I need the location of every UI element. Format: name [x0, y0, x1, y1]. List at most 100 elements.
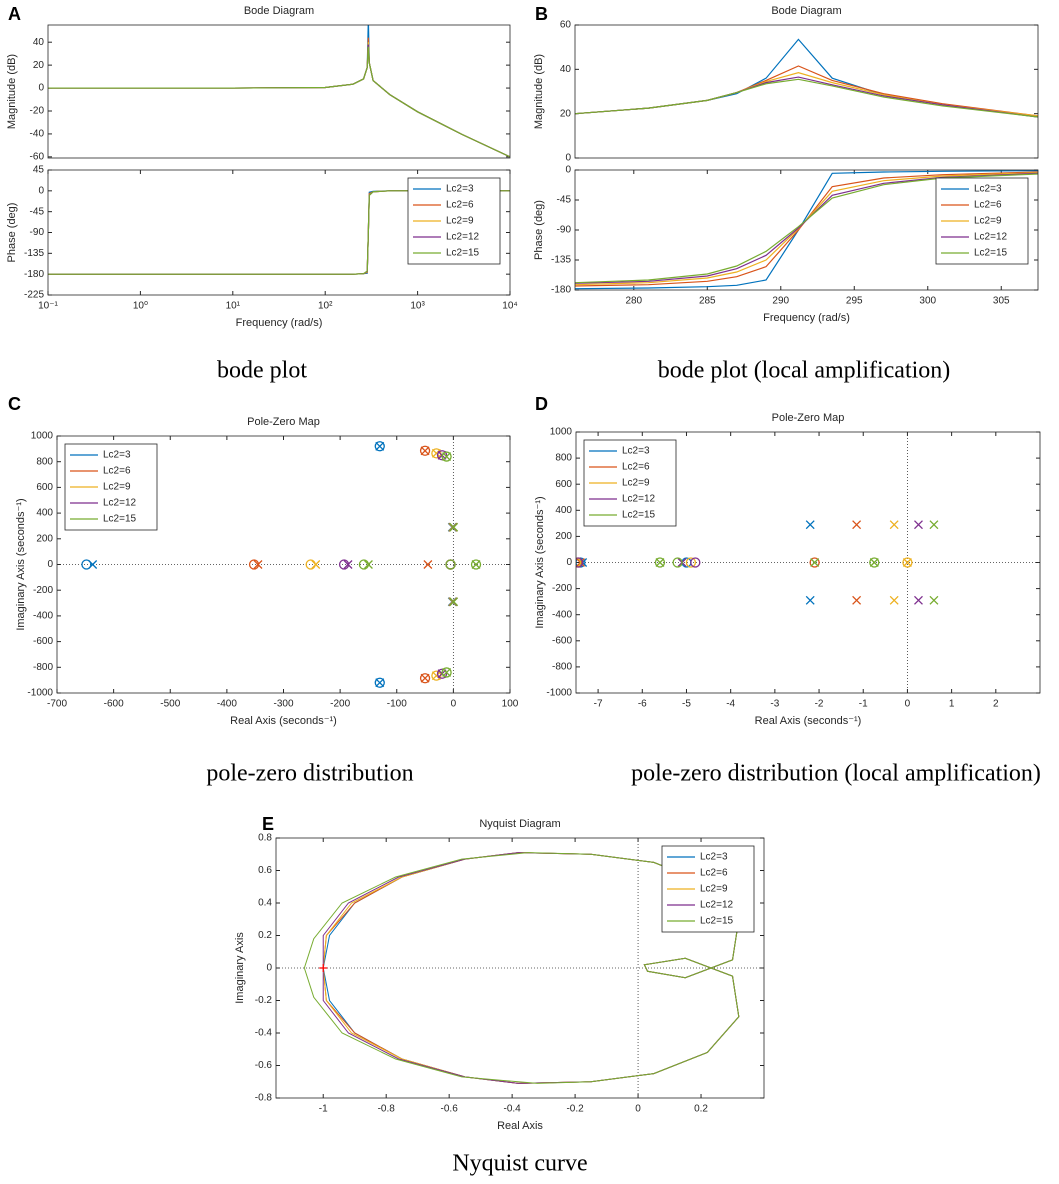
x-tick-label: 290 [772, 296, 789, 307]
zero-marker [902, 557, 913, 568]
pole-marker [805, 595, 815, 605]
y-tick-label: -135 [551, 255, 571, 266]
y-tick-label: 0.4 [258, 898, 272, 909]
y-tick-label: 20 [33, 60, 45, 71]
y-tick-label: -0.2 [255, 995, 273, 1006]
plot-content [575, 38, 1038, 118]
x-tick-label: -1 [859, 699, 868, 710]
y-tick-label: 0 [565, 165, 571, 176]
zero-marker [809, 557, 820, 568]
axes-box [56, 435, 511, 694]
legend-label: Lc2=3 [446, 184, 474, 195]
pole-marker [869, 558, 879, 567]
y-tick-label: 40 [560, 64, 572, 75]
pole-marker [852, 520, 862, 530]
zero-marker [576, 557, 584, 568]
axes-box [47, 24, 511, 159]
x-tick-label: -0.6 [441, 1104, 459, 1115]
plot-content [575, 170, 1038, 290]
y-tick-label: 400 [36, 508, 53, 519]
x-tick-label: -7 [594, 699, 603, 710]
pole-marker [914, 520, 923, 530]
x-tick-label: 0 [635, 1104, 641, 1115]
pole-marker [375, 678, 385, 688]
pole-marker [471, 560, 481, 569]
pole-marker [420, 446, 430, 456]
x-tick-label: 100 [502, 699, 519, 710]
legend-label: Lc2=6 [700, 868, 728, 879]
plot-content [576, 520, 939, 605]
y-tick-label: -180 [551, 285, 571, 296]
y-tick-label: 600 [555, 479, 572, 490]
x-tick-label: 305 [993, 296, 1010, 307]
zero-marker [576, 557, 582, 568]
x-axis-label: Frequency (rad/s) [763, 312, 850, 324]
zero-marker [338, 559, 350, 570]
pole-marker [805, 520, 815, 530]
series-line [303, 852, 740, 1084]
y-tick-label: 400 [555, 505, 572, 516]
x-tick-label: -1 [319, 1104, 328, 1115]
x-tick-label: 1 [949, 699, 955, 710]
pole-marker [431, 448, 441, 458]
caption: pole-zero distribution (local amplificat… [631, 761, 1041, 787]
y-tick-label: 0 [38, 83, 44, 94]
x-tick-label: 10¹ [226, 301, 241, 312]
x-tick-label: -6 [638, 699, 647, 710]
series-line [48, 46, 510, 158]
zero-marker [654, 557, 666, 568]
x-tick-label: 10⁰ [133, 301, 148, 312]
pole-marker [810, 558, 820, 567]
panel: Frequency (rad/s) Phase (deg) -180 -135 -90 -… [533, 165, 1039, 324]
legend-label: Lc2=15 [103, 514, 137, 525]
plot-area [575, 25, 1038, 158]
zero-marker [869, 557, 880, 568]
legend-label: Lc2=9 [974, 216, 1002, 227]
legend: Lc2=3 Lc2=6 Lc2=9 Lc2=12 Lc2=15 [64, 443, 158, 531]
x-tick-label: -0.8 [378, 1104, 396, 1115]
zero-marker [248, 559, 260, 570]
panel-letter: C [8, 394, 21, 414]
pole-marker [914, 595, 923, 605]
y-tick-label: -45 [557, 195, 572, 206]
series-line [575, 171, 1038, 287]
zero-marker [305, 559, 316, 570]
legend-label: Lc2=9 [446, 216, 474, 227]
y-tick-label: -20 [30, 106, 45, 117]
zero-marker [419, 445, 431, 456]
x-tick-label: -0.2 [566, 1104, 584, 1115]
zero-marker [470, 559, 482, 570]
zero-marker [690, 557, 701, 568]
x-tick-label: -5 [682, 699, 691, 710]
y-tick-label: -0.4 [255, 1028, 273, 1039]
caption: pole-zero distribution [206, 761, 413, 787]
axes-box [574, 169, 1039, 291]
y-tick-label: 1000 [550, 427, 573, 438]
y-tick-label: 0.6 [258, 865, 272, 876]
y-tick-label: -225 [24, 290, 44, 301]
x-tick-label: -2 [815, 699, 824, 710]
y-tick-label: 0 [47, 559, 53, 570]
caption: bode plot [217, 358, 307, 384]
y-tick-label: -45 [30, 206, 45, 217]
legend-label: Lc2=12 [103, 498, 137, 509]
caption: Nyquist curve [452, 1151, 587, 1177]
y-tick-label: 0.2 [258, 930, 272, 941]
x-tick-label: 10³ [410, 301, 425, 312]
x-axis-label: Frequency (rad/s) [236, 317, 323, 329]
y-tick-label: 800 [36, 456, 53, 467]
y-tick-label: 0.8 [258, 833, 272, 844]
critical-point [319, 964, 328, 972]
y-tick-label: 600 [36, 482, 53, 493]
chart-title: Bode Diagram [244, 5, 314, 17]
y-tick-label: 0 [266, 963, 272, 974]
legend-label: Lc2=15 [446, 248, 480, 259]
plot-content [48, 25, 510, 158]
legend-label: Lc2=3 [974, 184, 1002, 195]
axes-box [275, 837, 765, 1099]
x-tick-label: 10⁻¹ [38, 301, 58, 312]
legend: Lc2=3 Lc2=6 Lc2=9 Lc2=12 Lc2=15 [407, 177, 501, 265]
y-tick-label: -1000 [27, 688, 53, 699]
